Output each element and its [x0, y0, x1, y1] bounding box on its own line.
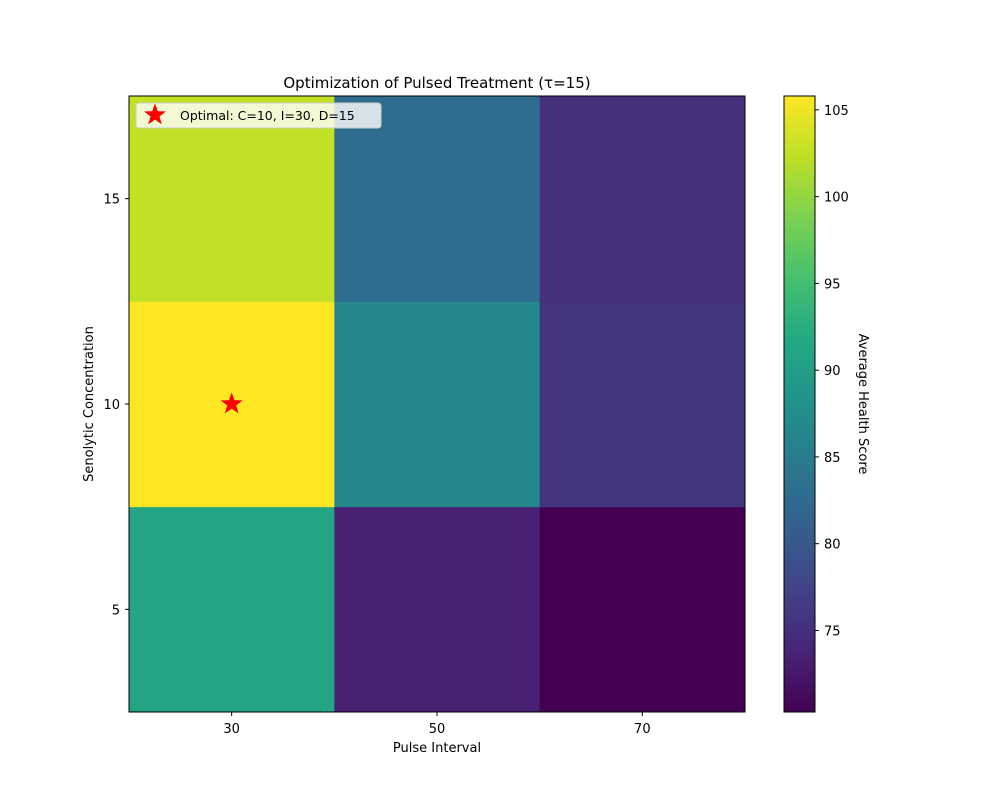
- optimal-marker: [220, 392, 243, 414]
- colorbar-tick-label: 85: [824, 451, 841, 466]
- heatmap-cell: [539, 301, 746, 508]
- heatmap-cell: [129, 96, 335, 302]
- x-tick-label: 30: [223, 722, 240, 737]
- optimal-star-icon: [220, 392, 243, 414]
- heatmap-cell: [539, 506, 746, 713]
- heatmap-cell: [129, 506, 335, 713]
- legend: Optimal: C=10, I=30, D=15: [135, 102, 382, 129]
- colorbar: [783, 95, 816, 713]
- colorbar-tick-label: 95: [824, 277, 841, 292]
- colorbar-tick-label: 75: [824, 624, 841, 639]
- colorbar-tick-label: 80: [824, 538, 841, 553]
- y-tick-label: 15: [103, 193, 120, 208]
- x-tick-label: 50: [429, 722, 446, 737]
- x-tick-label: 70: [634, 722, 651, 737]
- y-tick-label: 10: [103, 398, 120, 413]
- legend-box: [135, 102, 382, 129]
- heatmap-cell: [334, 96, 541, 302]
- y-axis-label: Senolytic Concentration: [82, 326, 97, 482]
- y-tick-label: 5: [112, 603, 120, 618]
- y-axis-ticks: 5 10 15: [103, 193, 129, 618]
- heatmap-cell: [334, 301, 541, 508]
- colorbar-tick-label: 90: [824, 364, 841, 379]
- colorbar-tick-label: 105: [824, 104, 849, 119]
- x-axis-ticks: 30 50 70: [223, 712, 651, 737]
- legend-label: Optimal: C=10, I=30, D=15: [180, 108, 355, 123]
- heatmap-cell: [539, 96, 746, 302]
- legend-star-icon: [143, 103, 167, 125]
- x-axis-label: Pulse Interval: [393, 741, 481, 756]
- heatmap-cells: [129, 96, 746, 713]
- heatmap-cell: [334, 506, 541, 713]
- colorbar-ticks: 75 80 85 90 95 100 105: [815, 104, 849, 639]
- legend-star-shape: [143, 103, 167, 125]
- colorbar-tick-label: 100: [824, 191, 849, 206]
- chart-title: Optimization of Pulsed Treatment (τ=15): [283, 74, 590, 92]
- colorbar-label: Average Health Score: [855, 334, 870, 475]
